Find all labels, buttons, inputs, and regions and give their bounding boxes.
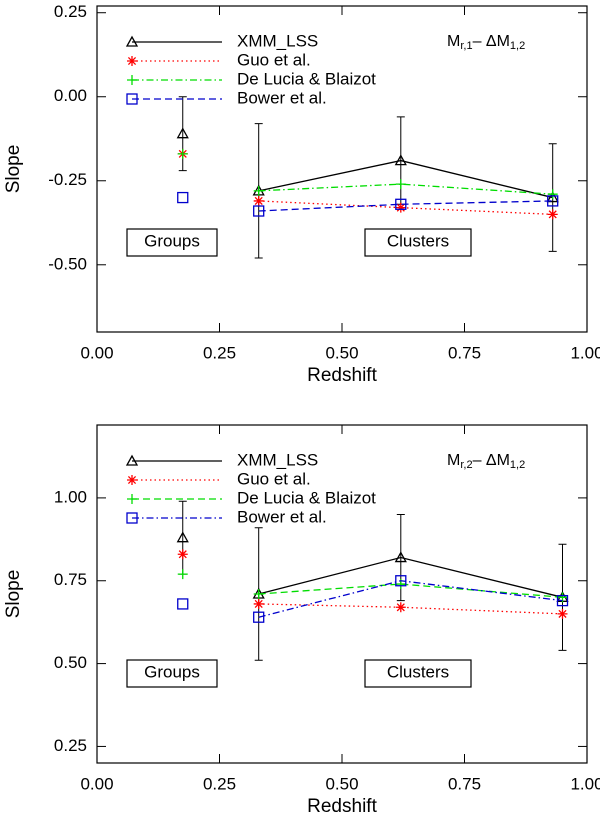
y-tick-label: 0.25 xyxy=(54,736,87,755)
marker xyxy=(177,549,188,560)
y-tick-label: -0.25 xyxy=(48,170,87,189)
y-axis-label: Slope xyxy=(3,570,24,619)
annotation-part: 1,2 xyxy=(510,40,525,52)
annotation: Mr,2– ΔM1,2 xyxy=(447,452,525,471)
x-tick-label: 0.50 xyxy=(325,343,358,362)
marker xyxy=(177,598,189,610)
series-line xyxy=(258,200,553,212)
box-label: Clusters xyxy=(387,662,449,681)
marker xyxy=(547,189,558,200)
annotation-part: 1,2 xyxy=(510,459,525,471)
marker xyxy=(127,494,137,504)
y-tick-label: 1.00 xyxy=(54,487,87,506)
marker xyxy=(177,569,188,580)
marker xyxy=(546,191,559,203)
x-axis-label: Redshift xyxy=(307,365,377,386)
marker xyxy=(126,93,138,105)
marker xyxy=(127,75,137,85)
plot-frame xyxy=(96,5,588,333)
marker xyxy=(126,512,138,524)
marker xyxy=(253,611,265,623)
box-label: Clusters xyxy=(387,231,449,250)
series-line xyxy=(258,183,553,195)
x-tick-label: 0.50 xyxy=(325,774,358,793)
x-tick-label: 0.00 xyxy=(80,343,113,362)
marker xyxy=(177,191,189,204)
marker xyxy=(176,531,189,543)
marker xyxy=(557,608,568,619)
marker xyxy=(125,454,139,466)
annotation-part: M xyxy=(447,452,460,469)
y-tick-label: 0.25 xyxy=(54,2,87,21)
series-line xyxy=(258,580,563,618)
x-tick-label: 0.25 xyxy=(203,343,236,362)
marker xyxy=(127,475,137,485)
marker xyxy=(253,598,264,609)
marker xyxy=(556,594,569,607)
x-tick-label: 0.75 xyxy=(448,774,481,793)
marker xyxy=(557,592,568,603)
label-box xyxy=(364,659,472,688)
box-label: Groups xyxy=(144,662,200,681)
marker xyxy=(395,575,407,587)
marker xyxy=(395,198,407,210)
series-line xyxy=(258,583,563,598)
y-axis-label: Slope xyxy=(3,145,24,194)
marker xyxy=(394,154,407,166)
marker xyxy=(253,195,264,206)
marker xyxy=(177,148,188,159)
x-tick-label: 1.00 xyxy=(570,774,600,793)
annotation-part: – ΔM xyxy=(473,452,510,469)
marker xyxy=(125,35,139,47)
series-line xyxy=(258,200,553,216)
legend-label: Bower et al. xyxy=(237,507,327,526)
label-box xyxy=(364,228,472,257)
marker xyxy=(253,589,264,599)
annotation-part: r,1 xyxy=(460,40,472,52)
marker xyxy=(547,209,558,220)
legend-label: Bower et al. xyxy=(237,88,327,107)
box-label: Groups xyxy=(144,231,200,250)
marker xyxy=(127,56,137,66)
x-tick-label: 0.00 xyxy=(80,774,113,793)
plot-frame xyxy=(96,424,588,764)
label-box xyxy=(126,228,218,257)
legend-label: Guo et al. xyxy=(237,469,311,488)
legend-label: De Lucia & Blaizot xyxy=(237,488,376,507)
y-tick-label: 0.50 xyxy=(54,653,87,672)
annotation-part: – ΔM xyxy=(473,33,510,50)
marker xyxy=(253,205,265,217)
annotation-part: M xyxy=(447,33,460,50)
x-tick-label: 1.00 xyxy=(570,343,600,362)
x-tick-label: 0.25 xyxy=(203,774,236,793)
annotation: Mr,1– ΔM1,2 xyxy=(447,33,525,52)
y-tick-label: 0.75 xyxy=(54,570,87,589)
legend-label: De Lucia & Blaizot xyxy=(237,69,376,88)
x-axis-label: Redshift xyxy=(307,796,377,817)
legend-label: XMM_LSS xyxy=(237,450,318,469)
marker xyxy=(547,195,559,207)
x-tick-label: 0.75 xyxy=(448,343,481,362)
y-tick-label: -0.50 xyxy=(48,254,87,273)
annotation-part: r,2 xyxy=(460,459,472,471)
label-box xyxy=(126,659,218,688)
legend-label: XMM_LSS xyxy=(237,31,318,50)
marker xyxy=(176,127,189,139)
marker xyxy=(395,602,406,613)
series-line xyxy=(258,159,553,199)
marker xyxy=(394,551,407,563)
y-tick-label: 0.00 xyxy=(54,86,87,105)
marker xyxy=(395,202,406,213)
marker xyxy=(395,179,406,190)
marker xyxy=(253,185,264,196)
legend-label: Guo et al. xyxy=(237,50,311,69)
